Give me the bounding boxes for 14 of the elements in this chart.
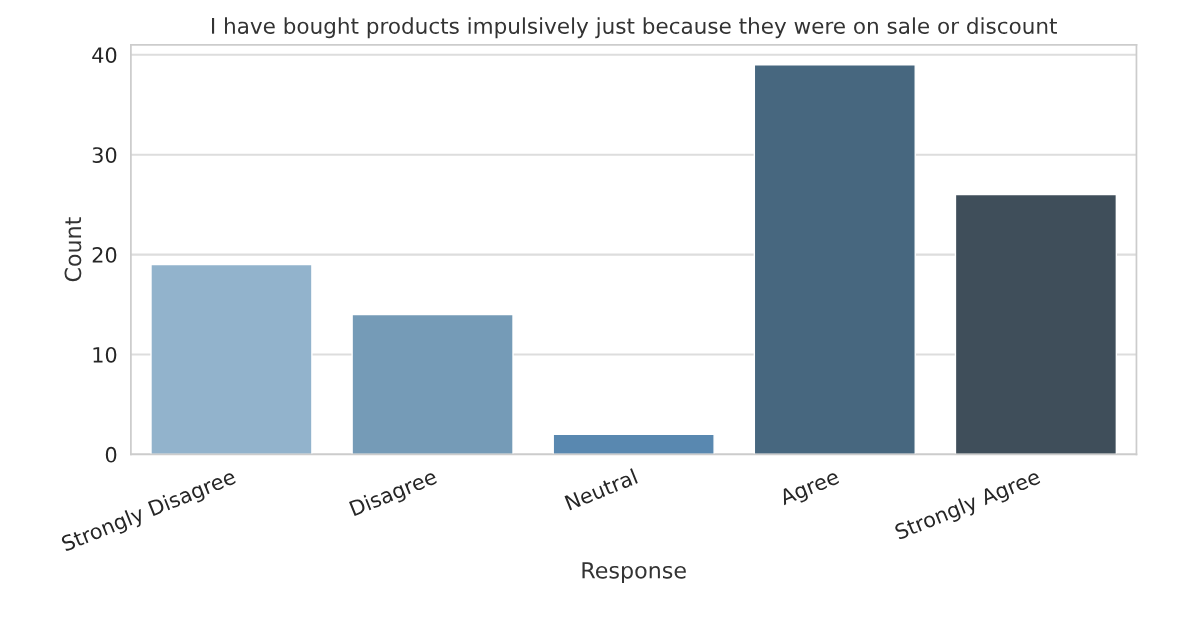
chart-title: I have bought products impulsively just because they were on sale or discount	[211, 17, 1057, 39]
x-tick-label: Agree	[778, 468, 842, 510]
y-tick-label: 40	[92, 47, 117, 63]
y-tick-label: 10	[93, 346, 117, 363]
bar	[954, 193, 1118, 455]
y-tick-label: 0	[105, 446, 117, 463]
bar	[351, 313, 514, 455]
bar	[753, 64, 916, 455]
bar	[150, 263, 313, 455]
y-tick-label: 30	[92, 147, 117, 163]
y-tick-label: 20	[92, 247, 117, 263]
y-axis-title: Count	[64, 217, 82, 282]
bar	[552, 433, 715, 455]
x-axis-title: Response	[582, 562, 686, 583]
